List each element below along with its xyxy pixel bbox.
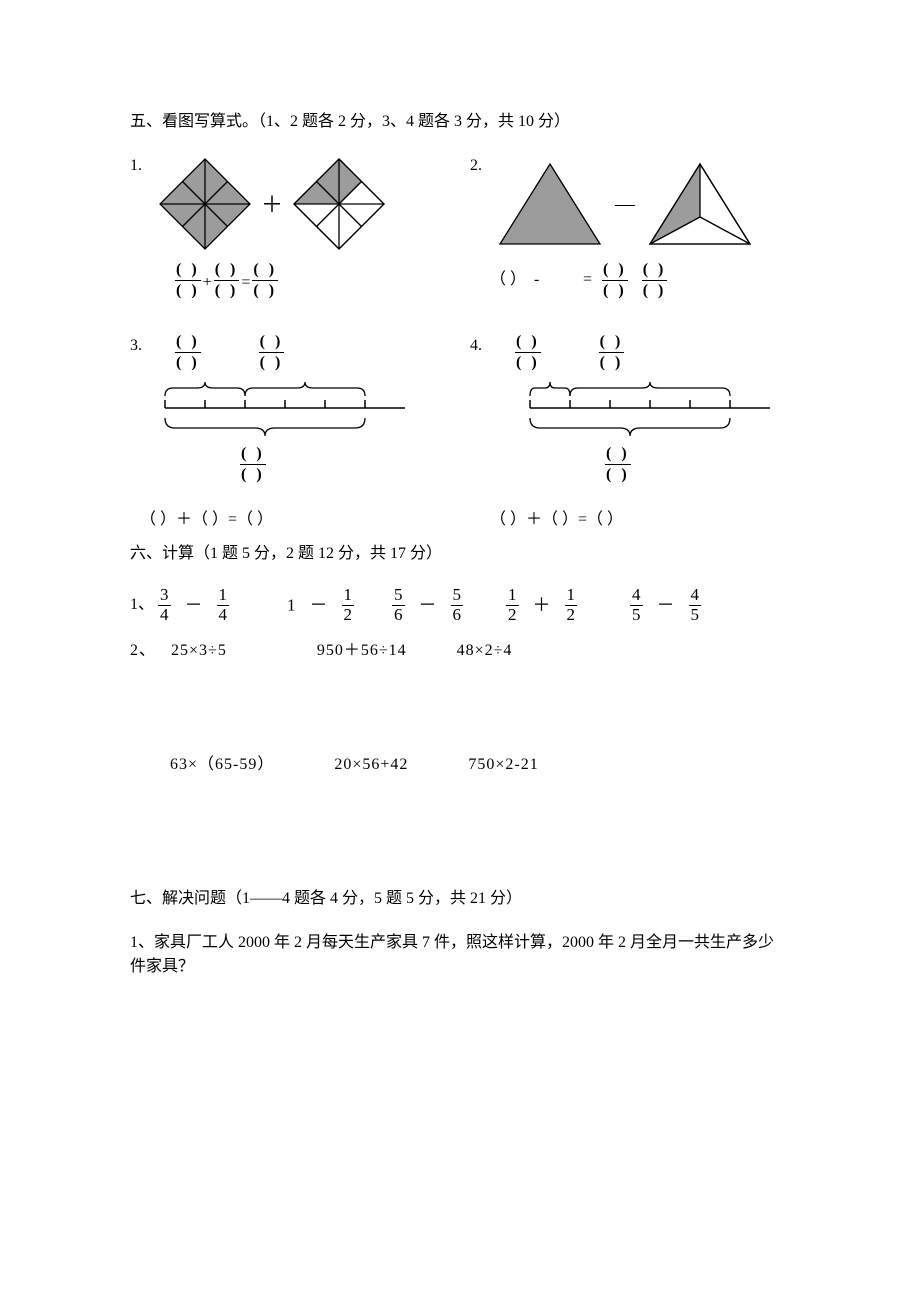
q2-blank-eq: （ ） - ( )( ) = ( )( ) ( )( ) (490, 262, 667, 299)
q7-1: 1、家具厂工人 2000 年 2 月每天生产家具 7 件，照这样计算，2000 … (130, 931, 790, 979)
section-5-title: 五、看图写算式。（1、2 题各 2 分，3、4 题各 3 分，共 10 分） (130, 110, 790, 134)
q1-blank-eq: ( )( ) + ( )( ) = ( )( ) (155, 262, 490, 299)
q6-2-row1: 2、 25×3÷5 950＋56÷14 48×2÷4 (130, 639, 790, 663)
paren-frac: ( )( ) (214, 262, 240, 299)
q3-number: 3. (130, 334, 155, 371)
q4-number: 4. (470, 334, 495, 371)
q2-figure: — (495, 154, 755, 254)
q1-number: 1. (130, 154, 155, 254)
plus-symbol: ＋ (261, 188, 283, 221)
q2-number: 2. (470, 154, 495, 254)
diamond-full (155, 154, 255, 254)
paren-frac: ( )( ) (252, 262, 278, 299)
section-6-title: 六、计算（1 题 5 分，2 题 12 分，共 17 分） (130, 542, 790, 566)
q3-bottom-frac: ( )( ) (155, 446, 495, 483)
diamond-partial (289, 154, 389, 254)
section-7-title: 七、解决问题（1——4 题各 4 分，5 题 5 分，共 21 分） (130, 887, 790, 911)
q4-top-fracs: ( )( ) ( )( ) (495, 334, 624, 371)
bracket-line-q3 (155, 376, 415, 446)
q4-bottom-frac: ( )( ) (520, 446, 780, 483)
triangle-full (495, 159, 605, 249)
paren-frac: ( )( ) (175, 262, 201, 299)
triangle-partial (645, 159, 755, 249)
q3-top-fracs: ( )( ) ( )( ) (155, 334, 284, 371)
bracket-line-q4 (520, 376, 780, 446)
q1-figure: ＋ (155, 154, 389, 254)
minus-symbol: — (615, 189, 635, 219)
q6-1-row: 1、 34 － 14 1 － 12 56 － 56 12 ＋ 12 45 － 4… (130, 586, 790, 624)
q4-equation-line: （ ）＋（ ）=（ ） (480, 508, 623, 532)
q6-2-row2: 63×（65-59） 20×56+42 750×2-21 (130, 753, 790, 777)
paren-frac: ( )( ) (642, 262, 668, 299)
paren-frac: ( )( ) (602, 262, 628, 299)
q3-equation-line: （ ）＋（ ）=（ ） (130, 508, 480, 532)
